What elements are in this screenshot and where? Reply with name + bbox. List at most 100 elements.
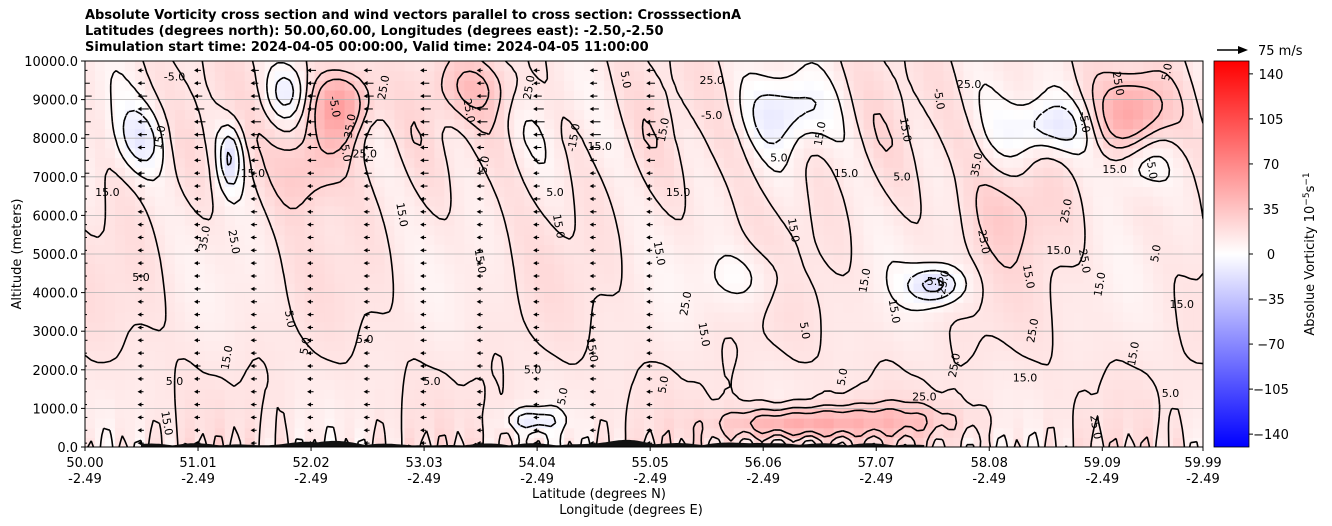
field-cell	[653, 147, 665, 159]
field-cell	[154, 360, 166, 371]
field-cell	[1063, 282, 1074, 294]
field-cell	[144, 398, 156, 409]
field-cell	[773, 427, 785, 438]
field-cell	[444, 398, 455, 409]
field-cell	[364, 254, 376, 265]
field-cell	[124, 157, 136, 168]
field-cell	[354, 244, 366, 255]
field-cell	[1023, 118, 1034, 130]
field-cell	[164, 147, 176, 159]
field-cell	[1153, 292, 1164, 303]
field-cell	[953, 225, 965, 236]
field-cell	[833, 196, 845, 207]
field-cell	[214, 418, 226, 429]
field-cell	[384, 340, 396, 352]
field-cell	[424, 234, 435, 245]
field-cell	[594, 437, 605, 447]
field-cell	[414, 418, 425, 429]
field-cell	[953, 282, 965, 294]
field-cell	[144, 147, 156, 159]
field-cell	[584, 99, 595, 110]
field-cell	[973, 321, 984, 332]
field-cell	[464, 147, 475, 159]
field-cell	[424, 186, 435, 197]
field-cell	[743, 138, 755, 149]
field-cell	[1083, 196, 1094, 207]
field-cell	[1163, 273, 1174, 284]
field-cell	[334, 215, 346, 226]
field-cell	[94, 292, 106, 303]
field-cell	[753, 99, 765, 110]
field-cell	[444, 244, 455, 255]
field-cell	[953, 263, 965, 274]
field-cell	[963, 369, 975, 381]
wind-vector-head	[307, 171, 312, 176]
field-cell	[394, 379, 406, 390]
field-cell	[214, 176, 226, 188]
wind-vector-head	[476, 235, 481, 240]
field-cell	[524, 244, 535, 255]
field-cell	[813, 427, 825, 438]
field-cell	[194, 176, 206, 188]
field-cell	[374, 302, 386, 313]
field-cell	[504, 118, 515, 130]
field-cell	[494, 389, 505, 400]
field-cell	[124, 273, 136, 284]
field-cell	[1193, 398, 1203, 409]
field-cell	[983, 147, 994, 159]
field-cell	[174, 273, 186, 284]
field-cell	[963, 138, 975, 149]
field-cell	[404, 147, 416, 159]
field-cell	[933, 321, 945, 332]
field-cell	[85, 234, 96, 245]
field-cell	[584, 360, 595, 371]
field-cell	[743, 89, 755, 101]
field-cell	[224, 138, 236, 149]
field-cell	[1033, 302, 1044, 313]
field-cell	[344, 215, 356, 226]
field-cell	[893, 244, 905, 255]
field-cell	[544, 244, 555, 255]
field-cell	[144, 292, 156, 303]
field-cell	[1193, 196, 1203, 207]
field-cell	[404, 234, 416, 245]
field-cell	[1143, 109, 1154, 120]
field-cell	[334, 408, 346, 419]
field-cell	[663, 128, 675, 139]
wind-vector-head	[137, 183, 142, 189]
field-cell	[384, 389, 396, 400]
field-cell	[713, 167, 725, 178]
field-cell	[1003, 302, 1014, 313]
field-cell	[564, 331, 575, 342]
field-cell	[204, 437, 216, 447]
field-cell	[933, 254, 945, 265]
field-cell	[544, 427, 555, 438]
field-cell	[853, 263, 865, 274]
field-cell	[653, 99, 665, 110]
field-cell	[853, 196, 865, 207]
field-cell	[564, 273, 575, 284]
field-cell	[114, 292, 126, 303]
wind-vector-head	[307, 402, 312, 407]
field-cell	[1153, 196, 1164, 207]
field-cell	[853, 80, 865, 91]
field-cell	[574, 302, 585, 313]
field-cell	[1023, 408, 1034, 419]
field-cell	[823, 263, 835, 274]
field-cell	[644, 234, 655, 245]
field-cell	[404, 437, 416, 447]
field-cell	[174, 282, 186, 294]
field-cell	[1113, 157, 1124, 168]
field-cell	[713, 379, 725, 390]
field-cell	[434, 205, 445, 216]
field-cell	[114, 128, 126, 139]
wind-vector-head	[250, 299, 255, 304]
field-cell	[853, 215, 865, 226]
field-cell	[943, 196, 955, 207]
field-cell	[614, 398, 625, 409]
field-cell	[1193, 292, 1203, 303]
field-cell	[843, 408, 855, 419]
field-cell	[374, 157, 386, 168]
field-cell	[174, 331, 186, 342]
field-cell	[1193, 369, 1203, 381]
